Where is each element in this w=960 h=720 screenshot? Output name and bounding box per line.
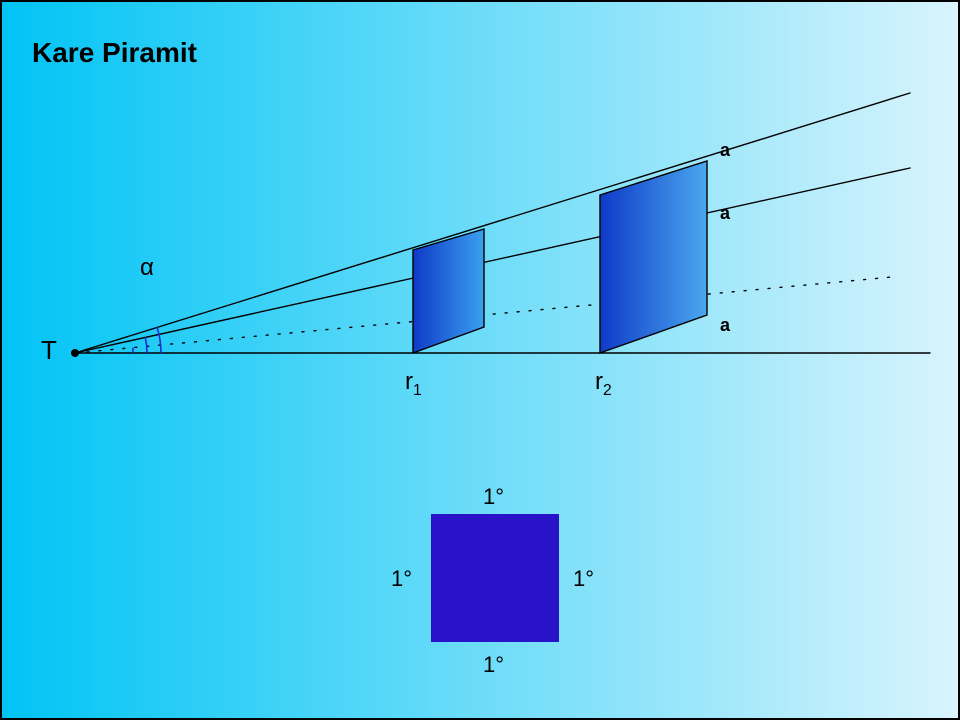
- diagram-stage: Kare Piramit Tα a a a r1 r2 1° 1° 1° 1°: [0, 0, 960, 720]
- square-label-right: 1°: [573, 566, 594, 592]
- square-label-left: 1°: [391, 566, 412, 592]
- edge-label-a-0: a: [720, 140, 730, 161]
- apex-label: T: [41, 335, 57, 366]
- panel-r2: [600, 161, 707, 353]
- panel-r1: [413, 229, 484, 353]
- apex-point: [71, 349, 79, 357]
- page-title: Kare Piramit: [32, 37, 197, 69]
- edge-label-a-1: a: [720, 203, 730, 224]
- unit-square: [431, 514, 559, 642]
- square-label-bottom: 1°: [483, 652, 504, 678]
- diagram-svg: [0, 0, 960, 720]
- r-label-1: r1: [405, 368, 422, 400]
- square-label-top: 1°: [483, 484, 504, 510]
- edge-label-a-2: a: [720, 315, 730, 336]
- r-label-2: r2: [595, 368, 612, 400]
- alpha-label: α: [140, 254, 154, 282]
